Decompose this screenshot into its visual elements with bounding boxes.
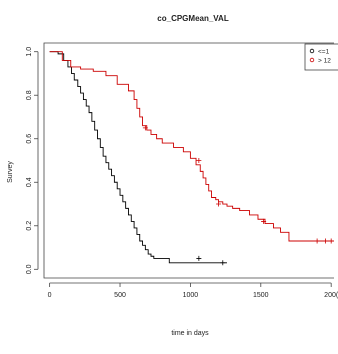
chart-title: co_CPGMean_VAL — [157, 14, 229, 23]
x-axis-label: time in days — [171, 330, 209, 337]
legend-label: > 12 — [318, 58, 331, 65]
x-tick-label: 0 — [48, 292, 52, 299]
legend-label: <=1 — [318, 49, 330, 56]
censor-mark — [196, 158, 202, 163]
y-tick-label: 0.8 — [26, 90, 33, 100]
legend-box — [304, 43, 338, 71]
x-axis: 0 500 1000 1500 200( — [48, 282, 338, 299]
y-tick-label: 0.4 — [26, 177, 33, 187]
censor-mark — [142, 125, 148, 131]
legend-marker — [309, 48, 315, 54]
plot-border — [43, 42, 334, 279]
censor-mark — [216, 201, 222, 207]
x-tick-label: 500 — [114, 292, 126, 299]
y-tick-label: 0.0 — [26, 264, 33, 274]
x-tick-label: 200( — [324, 292, 338, 299]
censor-mark — [323, 238, 329, 244]
censor-mark — [261, 218, 267, 224]
survival-curve-1 — [49, 51, 228, 264]
legend-marker — [309, 57, 315, 63]
series-layer — [49, 51, 334, 266]
y-tick-label: 1.0 — [26, 47, 33, 57]
y-axis-label: Survey — [7, 161, 14, 183]
censor-mark — [196, 255, 202, 261]
y-tick-label: 0.6 — [26, 134, 33, 144]
x-tick-label: 1000 — [183, 292, 199, 299]
censor-mark — [314, 238, 320, 244]
plot-frame — [43, 42, 334, 279]
legend: <=1 > 12 — [304, 43, 338, 71]
survival-curve-2 — [49, 51, 334, 242]
x-tick-label: 1500 — [253, 292, 269, 299]
y-tick-label: 0.2 — [26, 221, 33, 231]
censor-mark — [328, 238, 334, 244]
censor-mark — [220, 260, 226, 266]
y-axis: 0.0 0.2 0.4 0.6 0.8 1.0 — [26, 47, 39, 274]
